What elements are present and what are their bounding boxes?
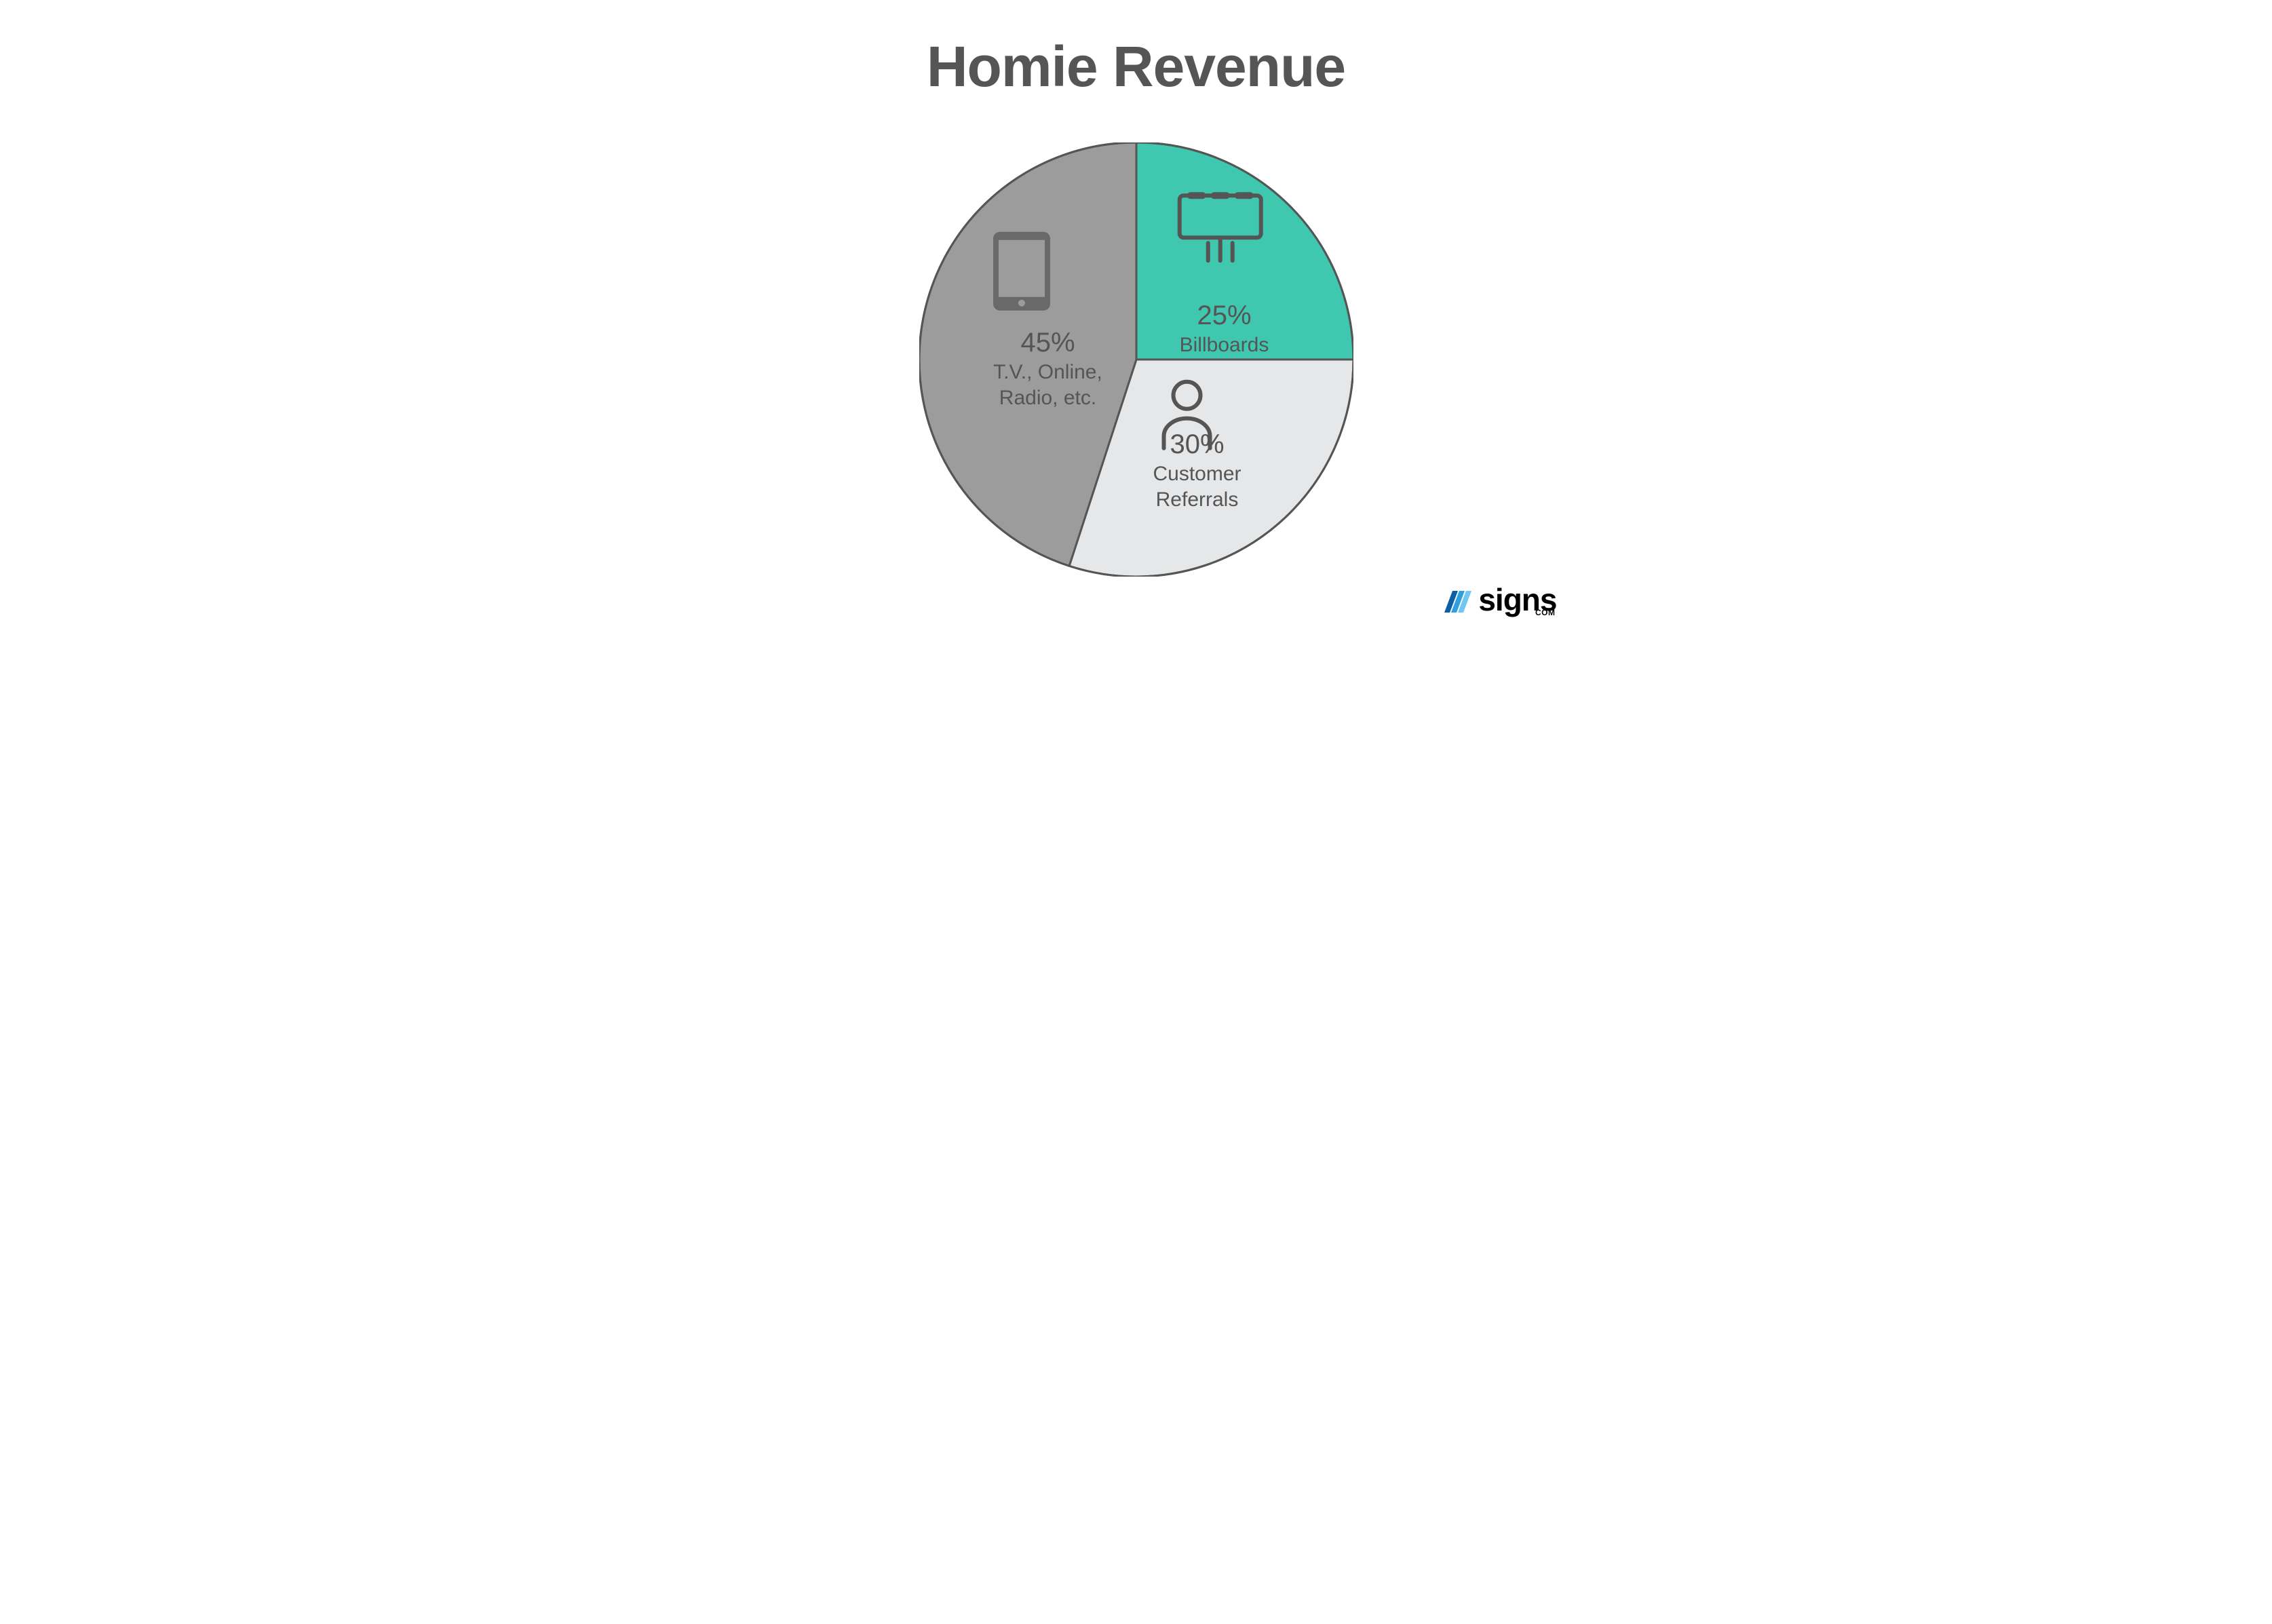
logo-sub: COM — [1535, 610, 1556, 617]
infographic-stage: Homie Revenue 25% Billboards 30% Custo — [695, 0, 1577, 630]
pie-svg — [919, 142, 1353, 577]
logo-mark-icon — [1442, 585, 1474, 618]
pie-chart: 25% Billboards 30% CustomerReferrals 45%… — [919, 142, 1353, 577]
tablet-icon — [993, 232, 1050, 311]
brand-logo: signs COM — [1442, 585, 1556, 618]
chart-title: Homie Revenue — [695, 34, 1577, 100]
logo-text: signs COM — [1478, 587, 1556, 616]
